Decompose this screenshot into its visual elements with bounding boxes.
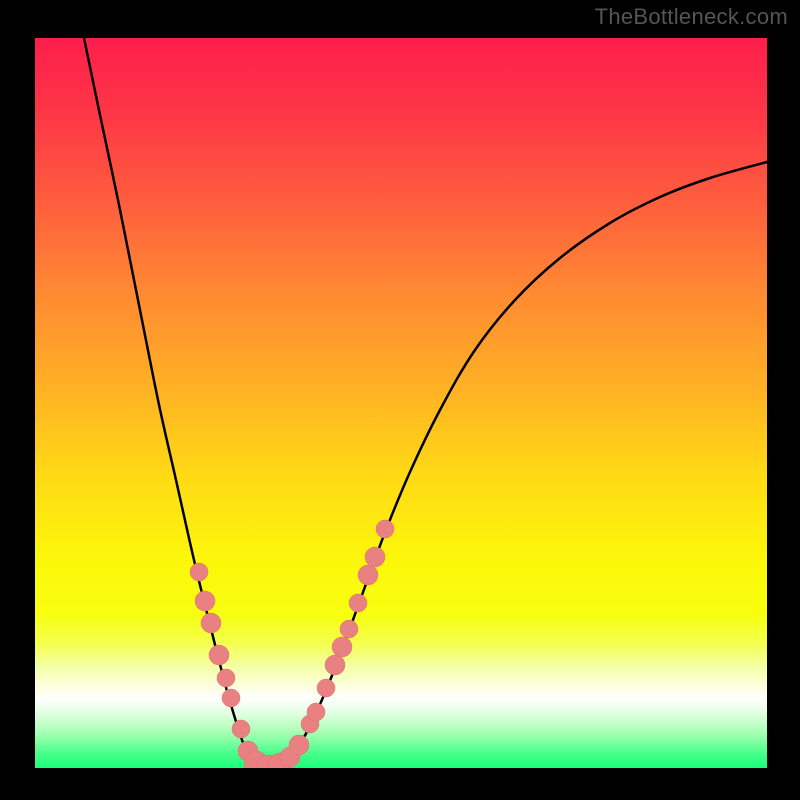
marker-dot <box>222 689 240 707</box>
marker-dot <box>307 703 325 721</box>
marker-dot <box>325 655 345 675</box>
chart-svg <box>0 0 800 800</box>
marker-dot <box>332 637 352 657</box>
marker-dot <box>317 679 335 697</box>
marker-dot <box>349 594 367 612</box>
gradient-background <box>35 38 767 768</box>
marker-dot <box>232 720 250 738</box>
marker-dot <box>358 565 378 585</box>
marker-dot <box>190 563 208 581</box>
marker-dot <box>201 613 221 633</box>
watermark-text: TheBottleneck.com <box>595 4 788 30</box>
marker-dot <box>195 591 215 611</box>
marker-dot <box>365 547 385 567</box>
marker-dot <box>289 735 309 755</box>
chart-stage: TheBottleneck.com <box>0 0 800 800</box>
marker-dot <box>209 645 229 665</box>
marker-dot <box>340 620 358 638</box>
marker-dot <box>217 669 235 687</box>
marker-dot <box>376 520 394 538</box>
